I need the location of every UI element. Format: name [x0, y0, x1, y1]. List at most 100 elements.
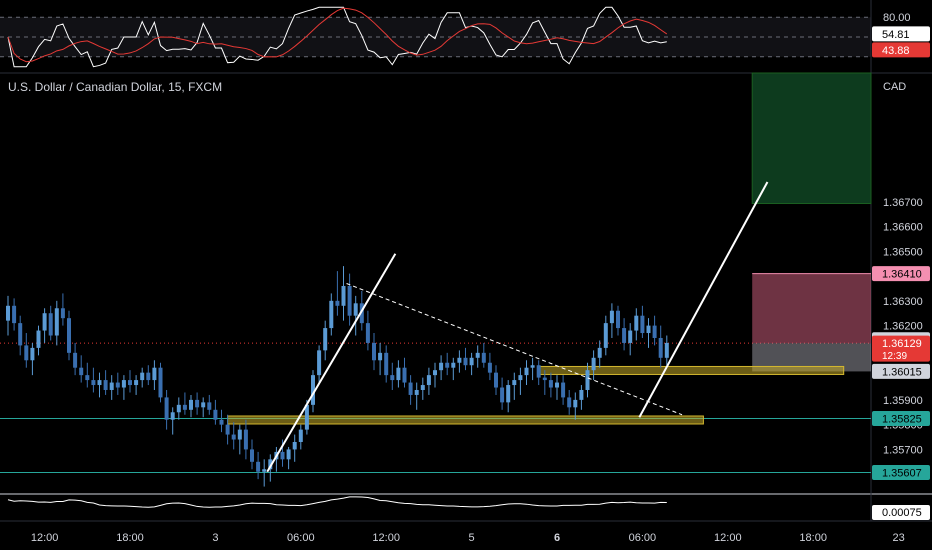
- candle-body: [487, 362, 492, 373]
- time-tick-label: 12:00: [31, 532, 59, 544]
- candle-body: [506, 385, 511, 403]
- time-tick-label: 06:00: [287, 532, 315, 544]
- up-trend-line-1: [266, 253, 397, 473]
- candle-body: [530, 365, 535, 368]
- candle-body: [372, 342, 376, 361]
- candle-body: [463, 357, 468, 366]
- candle-body: [494, 372, 498, 388]
- candle-body: [622, 328, 627, 343]
- support-zone-upper: [538, 365, 845, 375]
- candle-body: [286, 449, 291, 460]
- candle-body: [555, 382, 559, 388]
- candle-body: [353, 303, 358, 316]
- symbol-title[interactable]: U.S. Dollar / Canadian Dollar, 15, FXCM: [8, 80, 223, 94]
- candle-body: [524, 367, 529, 376]
- candle-body: [6, 305, 10, 321]
- candle-body: [341, 285, 346, 306]
- price-label: 1.36129: [882, 338, 922, 350]
- candle-body: [140, 372, 145, 381]
- candle-body: [579, 389, 584, 400]
- candle-body: [115, 382, 120, 388]
- candle-body: [134, 380, 139, 386]
- candle-body: [231, 434, 236, 440]
- time-tick-label: 12:00: [714, 532, 742, 544]
- trend-lines: [266, 181, 769, 473]
- candle-body: [329, 300, 334, 329]
- candle-body: [219, 419, 224, 425]
- axes: 1.36700 1.36600 1.36500 1.36300 1.36200 1.359…: [31, 197, 930, 544]
- rsi-line: [7, 6, 667, 68]
- rsi-ma-line: [7, 7, 668, 63]
- bar-countdown-label: 12:39: [882, 351, 907, 362]
- time-tick-label: 12:00: [372, 532, 400, 544]
- price-tick-label: 1.36600: [883, 222, 923, 234]
- candle-body: [128, 380, 132, 386]
- candle-body: [164, 397, 169, 420]
- candle-body: [91, 380, 96, 386]
- candle-body: [378, 352, 383, 361]
- candle-body: [451, 362, 456, 368]
- volume-oscillator-pane: 0.00075: [7, 496, 930, 520]
- candle-body: [347, 285, 352, 316]
- candle-body: [603, 323, 608, 348]
- candle-body: [30, 347, 35, 361]
- candle-body: [433, 370, 437, 376]
- candle-body: [280, 451, 285, 460]
- candle-body: [67, 318, 71, 353]
- candle-body: [18, 323, 23, 346]
- candle-body: [292, 441, 297, 450]
- rsi-value-label: 54.81: [882, 29, 910, 41]
- candle-body: [396, 367, 401, 381]
- time-tick-label: 6: [554, 532, 560, 544]
- candle-body: [243, 429, 248, 450]
- price-label-box: [872, 363, 930, 379]
- candle-body: [384, 352, 389, 376]
- price-tick-label: 1.36200: [883, 321, 923, 333]
- up-trend-line-2: [638, 181, 769, 418]
- candle-body: [640, 315, 645, 334]
- candle-body: [567, 397, 572, 408]
- price-label-box: [872, 410, 930, 426]
- candle-body: [201, 402, 206, 408]
- candle-body: [475, 352, 480, 358]
- candle-body: [42, 313, 47, 331]
- candle-body: [207, 402, 212, 410]
- price-tick-label: 1.36500: [883, 246, 923, 258]
- volume-osc-label: 0.00075: [882, 507, 922, 519]
- price-label: 1.35607: [882, 467, 922, 479]
- candle-body: [335, 300, 340, 306]
- candle-body: [390, 375, 395, 381]
- candle-body: [54, 308, 59, 336]
- candle-body: [591, 357, 596, 371]
- drawing-zones: [0, 72, 872, 473]
- candle-body: [445, 362, 450, 368]
- candle-body: [24, 345, 29, 361]
- volume-osc-line: [7, 496, 667, 508]
- candle-body: [121, 380, 126, 388]
- candle-body: [317, 350, 322, 376]
- candle-body: [646, 325, 651, 334]
- candle-body: [439, 362, 444, 371]
- price-label: 1.36015: [882, 366, 922, 378]
- candle-body: [402, 367, 407, 383]
- candle-body: [109, 382, 114, 390]
- rsi-value-box: [872, 26, 930, 42]
- candle-body: [97, 380, 102, 386]
- candle-body: [103, 380, 108, 390]
- candle-body: [359, 303, 364, 324]
- candle-body: [262, 469, 267, 472]
- time-tick-label: 5: [469, 532, 475, 544]
- candle-body: [481, 352, 486, 363]
- price-tick-label: 1.35900: [883, 395, 923, 407]
- candle-body: [250, 449, 254, 462]
- candle-body: [195, 399, 200, 408]
- price-label-box: [872, 266, 930, 282]
- price-label: 1.35825: [882, 413, 922, 425]
- candle-body: [146, 372, 151, 381]
- stop-zone: [752, 273, 871, 344]
- candle-body: [536, 365, 541, 378]
- candle-body: [73, 352, 78, 368]
- candle-body: [256, 461, 261, 472]
- candle-body: [213, 409, 218, 420]
